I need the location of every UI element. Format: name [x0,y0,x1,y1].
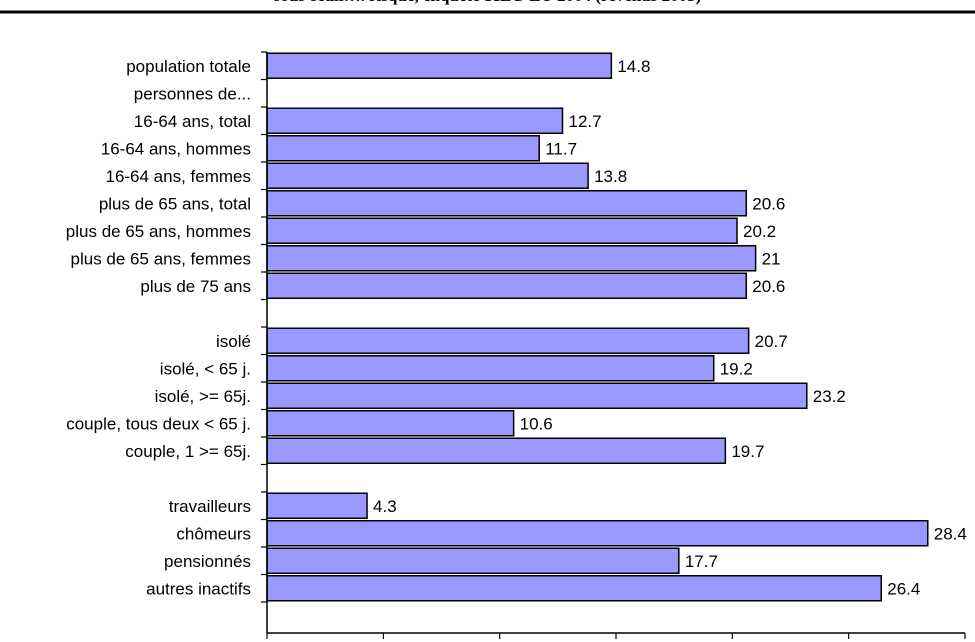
category-label: personnes de... [134,84,251,103]
data-label: 19.2 [720,359,753,378]
bar [266,575,882,602]
data-label: 11.7 [545,139,577,158]
category-label: plus de 75 ans [140,277,251,296]
category-label: autres inactifs [146,579,251,598]
bar [266,382,808,409]
category-label: 16-64 ans, total [134,112,251,131]
category-label: 16-64 ans, hommes [101,139,251,158]
bar [266,217,738,244]
category-label: 16-64 ans, femmes [105,167,251,186]
data-label: 19.7 [731,442,764,461]
data-label: 21 [762,249,781,268]
category-label: couple, 1 >= 65j. [125,442,251,461]
bar [266,135,540,162]
data-label: 28.4 [934,524,967,543]
data-label: 20.2 [743,222,776,241]
chart-title: sous-seuil…. risque, enquête SILC-EU 200… [0,0,975,10]
data-label: 13.8 [594,167,627,186]
bar [266,355,715,382]
data-label: 26.4 [887,579,920,598]
data-label: 12.7 [568,112,601,131]
category-label: pensionnés [164,552,251,571]
data-label: 20.6 [752,277,785,296]
category-label: chômeurs [176,524,251,543]
data-label: 17.7 [685,552,718,571]
bar [266,107,564,134]
category-label: isolé, >= 65j. [155,387,251,406]
data-label: 23.2 [813,387,846,406]
bar [266,52,613,79]
data-label: 20.6 [752,194,785,213]
bar [266,245,757,272]
category-label: plus de 65 ans, hommes [66,222,251,241]
bar [266,520,929,547]
data-label: 20.7 [755,332,788,351]
bar [266,162,589,189]
category-label: isolé, < 65 j. [160,359,251,378]
bar [266,327,750,354]
data-label: 10.6 [520,414,553,433]
category-label: plus de 65 ans, femmes [71,249,251,268]
data-label: 14.8 [617,57,650,76]
category-label: population totale [126,57,251,76]
bar [266,492,368,519]
category-label: plus de 65 ans, total [99,194,251,213]
category-label: travailleurs [169,497,251,516]
bar [266,547,680,574]
category-label: couple, tous deux < 65 j. [66,414,251,433]
bar [266,190,748,217]
bar [266,272,748,299]
data-label: 4.3 [373,497,397,516]
bar [266,410,515,437]
bar [266,437,727,464]
category-label: isolé [216,332,251,351]
